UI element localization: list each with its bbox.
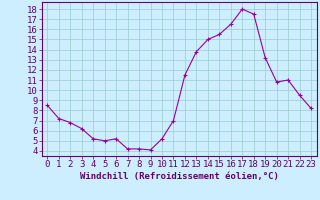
X-axis label: Windchill (Refroidissement éolien,°C): Windchill (Refroidissement éolien,°C)	[80, 172, 279, 181]
